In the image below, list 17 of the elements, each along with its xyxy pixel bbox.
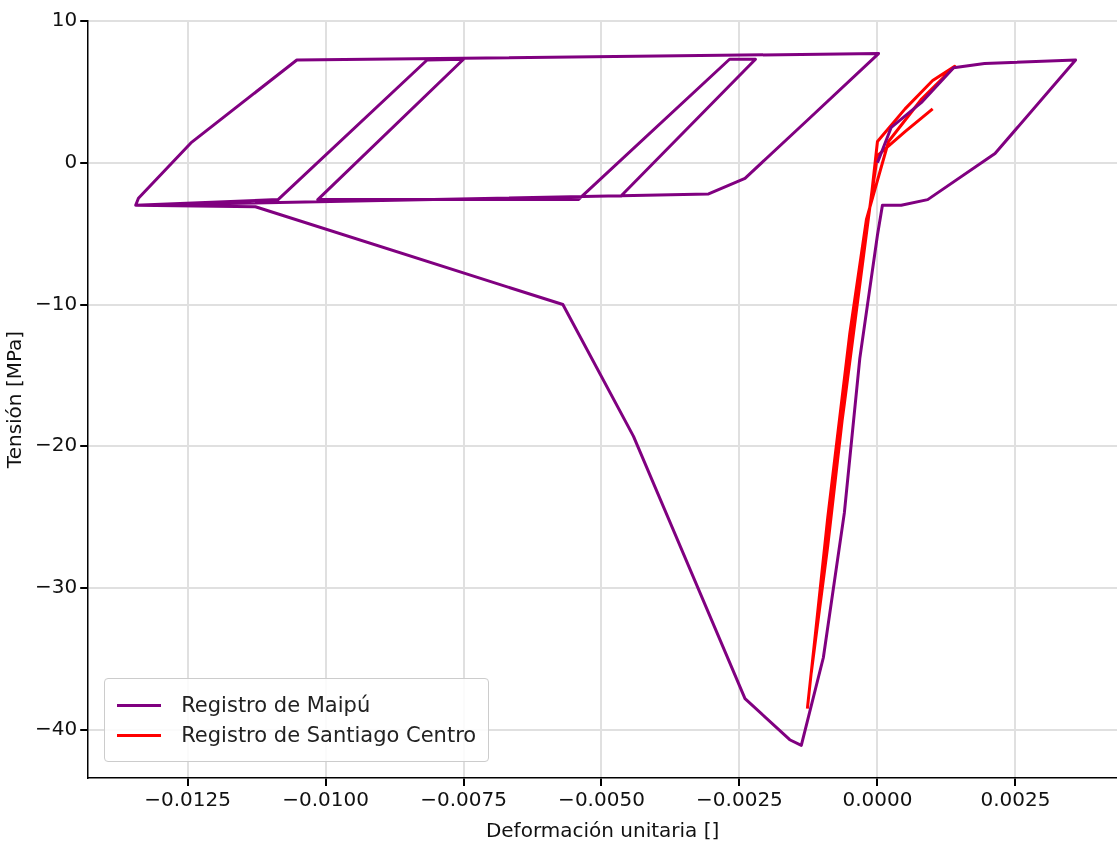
y-tick-label: 10 <box>51 7 78 32</box>
y-tick-label: −40 <box>34 716 78 740</box>
y-axis-title: Tensión [MPa] <box>2 330 27 470</box>
x-tick-label: −0.0125 <box>144 787 231 812</box>
x-axis-title: Deformación unitaria [] <box>485 818 720 843</box>
y-tick-label: −10 <box>34 290 78 315</box>
x-tick-label: −0.0025 <box>696 787 783 812</box>
x-tick-label: −0.0075 <box>420 787 507 812</box>
y-tick-label: −30 <box>34 574 78 599</box>
legend-label: Registro de Maipú <box>181 693 371 717</box>
x-tick-label: 0.0025 <box>980 787 1051 812</box>
x-tick-label: −0.0050 <box>558 787 645 812</box>
y-tick-label: −20 <box>34 432 78 457</box>
x-tick-label: 0.0000 <box>842 787 913 812</box>
legend-label: Registro de Santiago Centro <box>181 723 477 747</box>
x-tick-label: −0.0100 <box>282 787 369 812</box>
y-tick-label: 0 <box>64 148 78 173</box>
